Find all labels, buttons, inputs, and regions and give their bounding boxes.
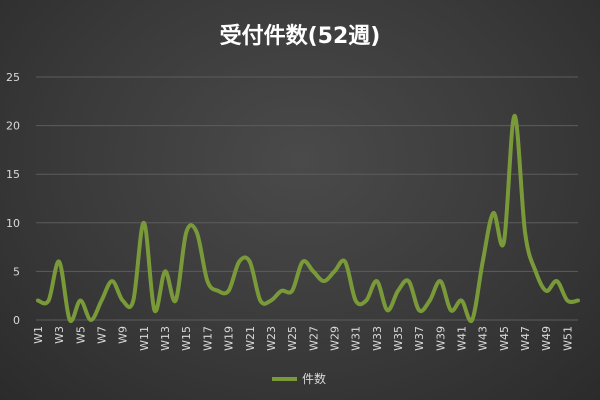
x-axis-ticks: W1 W3 W5 W7 W9 W11 W13 W15 W17 W19 W21 W23 W25 W27 W29… bbox=[32, 326, 574, 351]
x-tick-label: W5 bbox=[74, 326, 87, 344]
x-tick-label: W1 bbox=[32, 326, 45, 344]
x-tick-label: W35 bbox=[392, 326, 405, 351]
x-tick-label: W27 bbox=[307, 326, 320, 351]
x-tick-label: W43 bbox=[477, 326, 490, 351]
x-tick-label: W19 bbox=[223, 326, 236, 351]
y-tick-label: 15 bbox=[6, 168, 20, 181]
x-tick-label: W45 bbox=[498, 326, 511, 351]
x-tick-label: W17 bbox=[201, 326, 214, 351]
legend-label: 件数 bbox=[302, 371, 326, 386]
x-tick-label: W47 bbox=[519, 326, 532, 351]
y-tick-label: 25 bbox=[6, 71, 20, 84]
x-tick-label: W23 bbox=[265, 326, 278, 351]
x-tick-label: W49 bbox=[540, 326, 553, 351]
x-tick-label: W13 bbox=[159, 326, 172, 351]
x-tick-label: W31 bbox=[350, 326, 363, 351]
x-tick-label: W25 bbox=[286, 326, 299, 351]
x-tick-label: W41 bbox=[456, 326, 469, 351]
grid-lines bbox=[36, 76, 578, 321]
legend: 件数 bbox=[272, 371, 326, 386]
y-tick-label: 10 bbox=[6, 217, 20, 230]
x-tick-label: W9 bbox=[117, 326, 130, 344]
x-tick-label: W33 bbox=[371, 326, 384, 351]
series-line-0 bbox=[36, 113, 580, 324]
x-tick-label: W3 bbox=[53, 326, 66, 344]
y-tick-label: 20 bbox=[6, 120, 20, 133]
x-tick-label: W29 bbox=[328, 326, 341, 351]
series-layer bbox=[36, 113, 580, 324]
x-tick-label: W51 bbox=[561, 326, 574, 351]
x-tick-label: W11 bbox=[138, 326, 151, 351]
x-tick-label: W21 bbox=[244, 326, 257, 351]
chart-title: 受付件数(52週) bbox=[220, 23, 381, 49]
y-axis-ticks: 0 5 10 15 20 25 bbox=[6, 71, 20, 327]
y-tick-label: 0 bbox=[13, 314, 20, 327]
x-tick-label: W15 bbox=[180, 326, 193, 351]
x-tick-label: W39 bbox=[434, 326, 447, 351]
x-tick-label: W7 bbox=[96, 326, 109, 344]
y-tick-label: 5 bbox=[13, 265, 20, 278]
x-tick-label: W37 bbox=[413, 326, 426, 351]
